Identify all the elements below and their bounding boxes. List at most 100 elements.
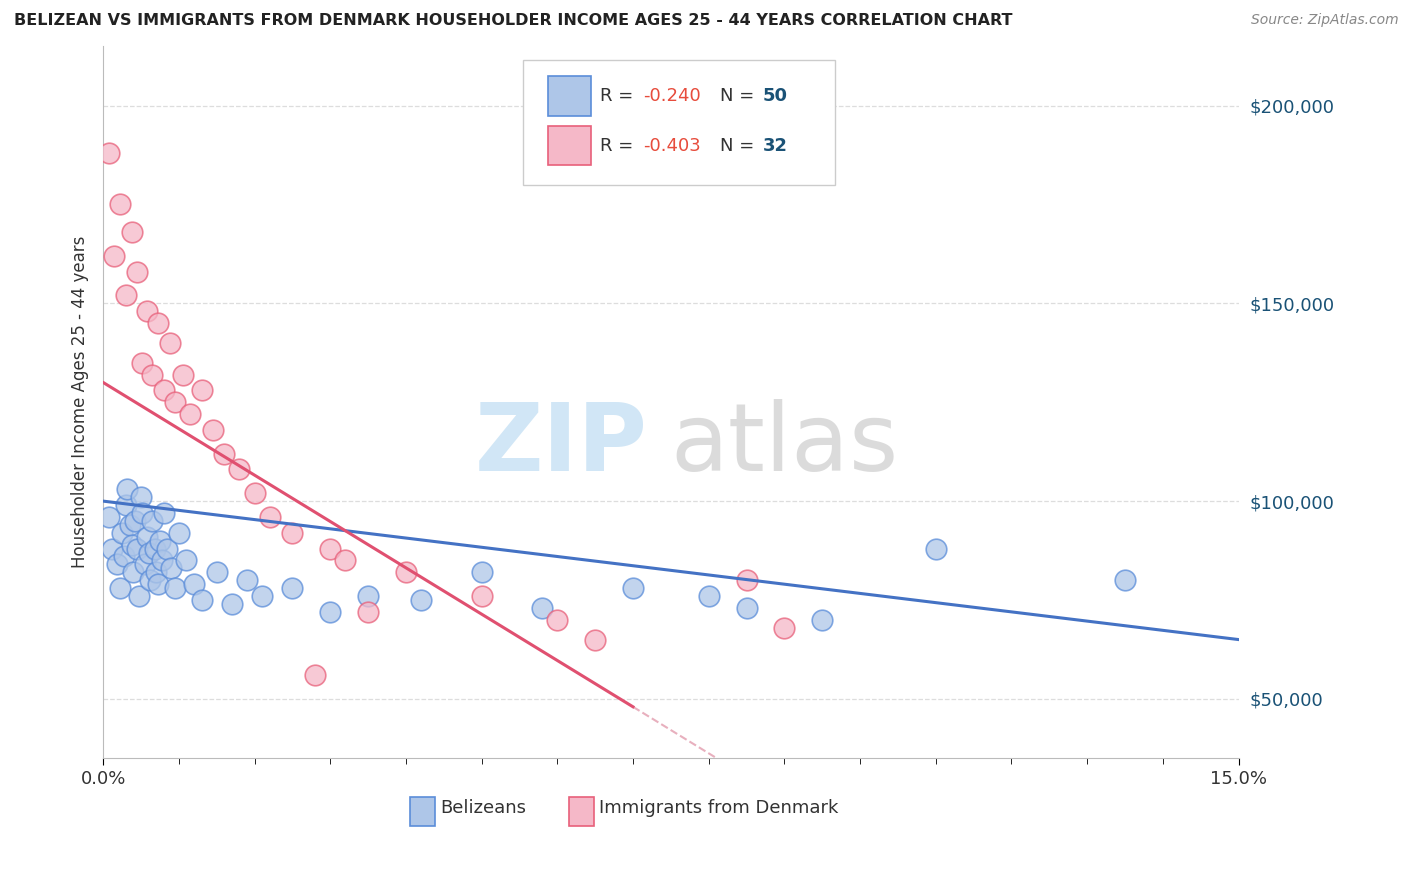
Point (190, 384, 212, 398)
Point (136, 304, 159, 318)
Point (409, 593, 432, 607)
Point (281, 581, 304, 595)
Point (141, 514, 163, 528)
Text: R =: R = (600, 136, 640, 155)
Point (143, 541, 166, 556)
Point (114, 288, 136, 302)
Point (146, 316, 169, 330)
Point (621, 581, 644, 595)
Point (121, 225, 143, 239)
Point (221, 597, 243, 611)
Point (131, 506, 153, 520)
Point (167, 525, 190, 540)
Bar (548, 77, 592, 116)
Point (108, 197, 131, 211)
Point (121, 538, 143, 552)
Text: BELIZEAN VS IMMIGRANTS FROM DENMARK HOUSEHOLDER INCOME AGES 25 - 44 YEARS CORREL: BELIZEAN VS IMMIGRANTS FROM DENMARK HOUS… (14, 13, 1012, 29)
Text: Immigrants from Denmark: Immigrants from Denmark (599, 799, 838, 817)
Text: ZIP: ZIP (475, 399, 648, 491)
Text: 32: 32 (763, 136, 787, 155)
Point (335, 553, 357, 567)
Point (250, 589, 273, 603)
Point (108, 581, 131, 595)
Point (129, 490, 152, 504)
Point (201, 423, 224, 437)
Point (138, 545, 160, 559)
Point (531, 601, 554, 615)
Point (134, 558, 156, 572)
Point (357, 605, 380, 619)
Point (131, 356, 153, 370)
Point (190, 593, 212, 607)
Point (118, 517, 141, 532)
Point (149, 533, 172, 548)
Point (127, 541, 149, 556)
Point (281, 525, 304, 540)
Text: N =: N = (720, 136, 759, 155)
Point (259, 510, 281, 524)
Point (146, 577, 169, 591)
Point (319, 541, 342, 556)
Text: -0.403: -0.403 (644, 136, 702, 155)
Point (98, 146, 121, 161)
Text: 50: 50 (763, 87, 787, 105)
Point (156, 541, 179, 556)
Point (172, 368, 194, 382)
Point (98, 510, 121, 524)
Y-axis label: Householder Income Ages 25 - 44 years: Householder Income Ages 25 - 44 years (72, 236, 89, 568)
Point (159, 335, 181, 350)
Point (114, 498, 136, 512)
Text: N =: N = (720, 87, 759, 105)
Point (112, 549, 135, 564)
Point (925, 541, 948, 556)
Text: Source: ZipAtlas.com: Source: ZipAtlas.com (1251, 13, 1399, 28)
Text: -0.240: -0.240 (644, 87, 702, 105)
Point (117, 482, 139, 496)
Point (150, 553, 173, 567)
Point (304, 668, 326, 682)
Point (697, 589, 720, 603)
Point (357, 589, 380, 603)
Point (395, 566, 418, 580)
Bar (548, 127, 592, 166)
FancyBboxPatch shape (523, 61, 835, 185)
Point (735, 601, 758, 615)
Text: atlas: atlas (671, 399, 898, 491)
Point (183, 577, 205, 591)
Point (205, 566, 228, 580)
Point (546, 613, 568, 627)
Point (128, 589, 150, 603)
Point (811, 613, 834, 627)
Point (176, 553, 198, 567)
Point (236, 573, 259, 587)
Point (163, 395, 186, 409)
Bar (409, 797, 434, 826)
Point (212, 447, 235, 461)
Point (163, 581, 186, 595)
Point (139, 573, 162, 587)
Point (141, 368, 163, 382)
Point (471, 566, 494, 580)
Point (136, 530, 159, 544)
Point (228, 462, 250, 476)
Bar (568, 797, 593, 826)
Text: R =: R = (600, 87, 640, 105)
Text: Belizeans: Belizeans (440, 799, 526, 817)
Point (122, 566, 145, 580)
Point (1114, 573, 1136, 587)
Point (583, 632, 606, 647)
Point (101, 541, 124, 556)
Point (243, 486, 266, 500)
Point (160, 561, 183, 575)
Point (103, 249, 125, 263)
Point (124, 514, 146, 528)
Point (105, 558, 128, 572)
Point (111, 525, 134, 540)
Point (735, 573, 758, 587)
Point (127, 265, 149, 279)
Point (152, 384, 174, 398)
Point (179, 407, 201, 421)
Point (145, 566, 167, 580)
Point (319, 605, 342, 619)
Point (471, 589, 494, 603)
